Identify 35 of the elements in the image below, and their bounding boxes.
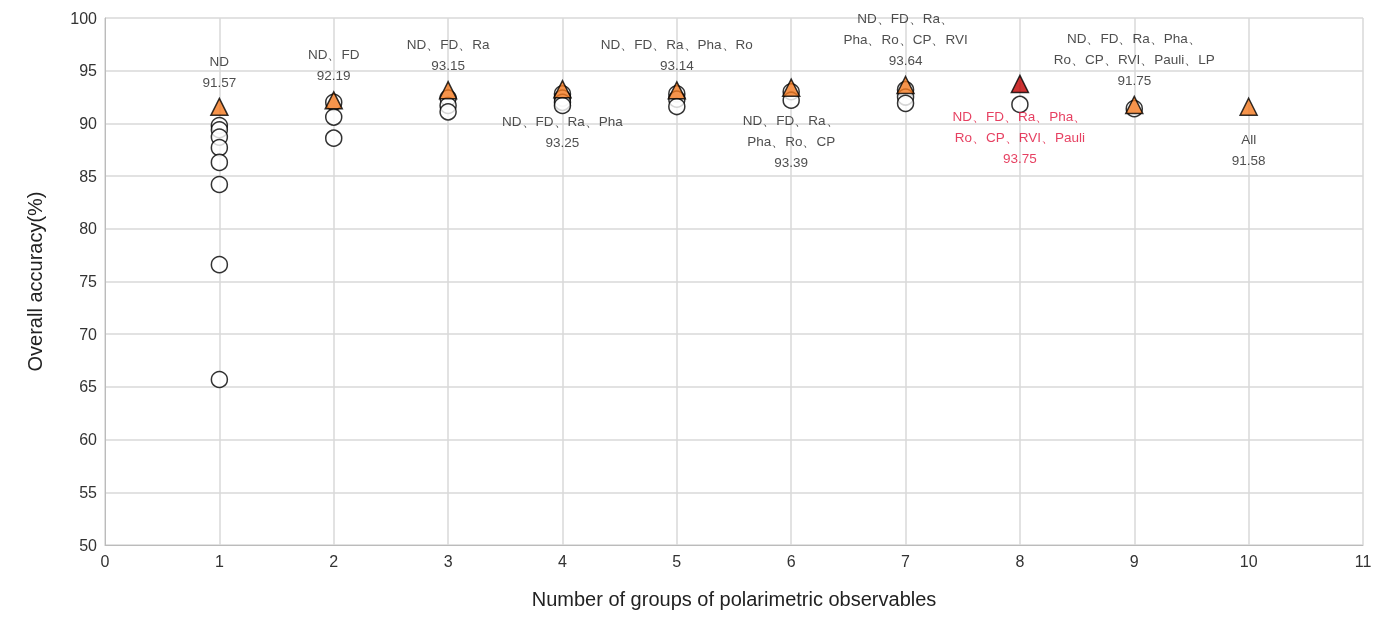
annotation: ND、FD、Ra、Pha、 Ro、CP、RVI、Pauli 93.75 <box>952 108 1088 166</box>
y-tick-label: 65 <box>79 378 98 396</box>
annotation: All 91.58 <box>1231 131 1266 168</box>
x-axis-title: Number of groups of polarimetric observables <box>531 588 937 610</box>
annotation: ND、FD、Ra、Pha 93.25 <box>502 114 624 151</box>
x-tick-label: 11 <box>1354 552 1372 570</box>
y-tick-label: 55 <box>79 483 98 501</box>
x-tick-label: 3 <box>443 552 453 570</box>
y-tick-label: 70 <box>79 325 98 343</box>
y-tick-label: 90 <box>79 114 98 132</box>
x-tick-label: 9 <box>1129 552 1139 570</box>
x-tick-label: 7 <box>901 552 911 570</box>
x-tick-label: 2 <box>329 552 339 570</box>
annotation: ND、FD 92.19 <box>307 47 360 84</box>
annotation: ND、FD、Ra、Pha、 Ro、CP、RVI、Pauli、LP 91.75 <box>1053 30 1215 88</box>
x-tick-label: 6 <box>786 552 796 570</box>
y-tick-label: 85 <box>79 167 98 185</box>
annotation: ND、FD、Ra、 Pha、Ro、CP、RVI 93.64 <box>843 11 968 69</box>
y-axis-title: Overall accuracy(%) <box>24 191 46 372</box>
y-tick-label: 100 <box>70 9 98 27</box>
x-tick-label: 4 <box>558 552 567 570</box>
annotation: ND、FD、Ra、 Pha、Ro、CP 93.39 <box>742 112 840 170</box>
x-tick-label: 1 <box>214 552 224 570</box>
x-tick-label: 5 <box>672 552 682 570</box>
y-tick-label: 80 <box>79 220 98 238</box>
y-tick-label: 60 <box>79 431 98 449</box>
y-tick-label: 75 <box>79 273 98 290</box>
x-tick-label: 0 <box>100 552 110 570</box>
annotation: ND、FD、Ra、Pha、Ro 93.14 <box>600 37 753 74</box>
y-tick-label: 50 <box>79 536 98 554</box>
annotation: ND 91.57 <box>202 53 237 90</box>
annotation: ND、FD、Ra 93.15 <box>406 37 490 74</box>
y-tick-label: 95 <box>79 62 98 80</box>
x-tick-label: 8 <box>1015 552 1025 570</box>
x-tick-label: 10 <box>1239 552 1258 570</box>
